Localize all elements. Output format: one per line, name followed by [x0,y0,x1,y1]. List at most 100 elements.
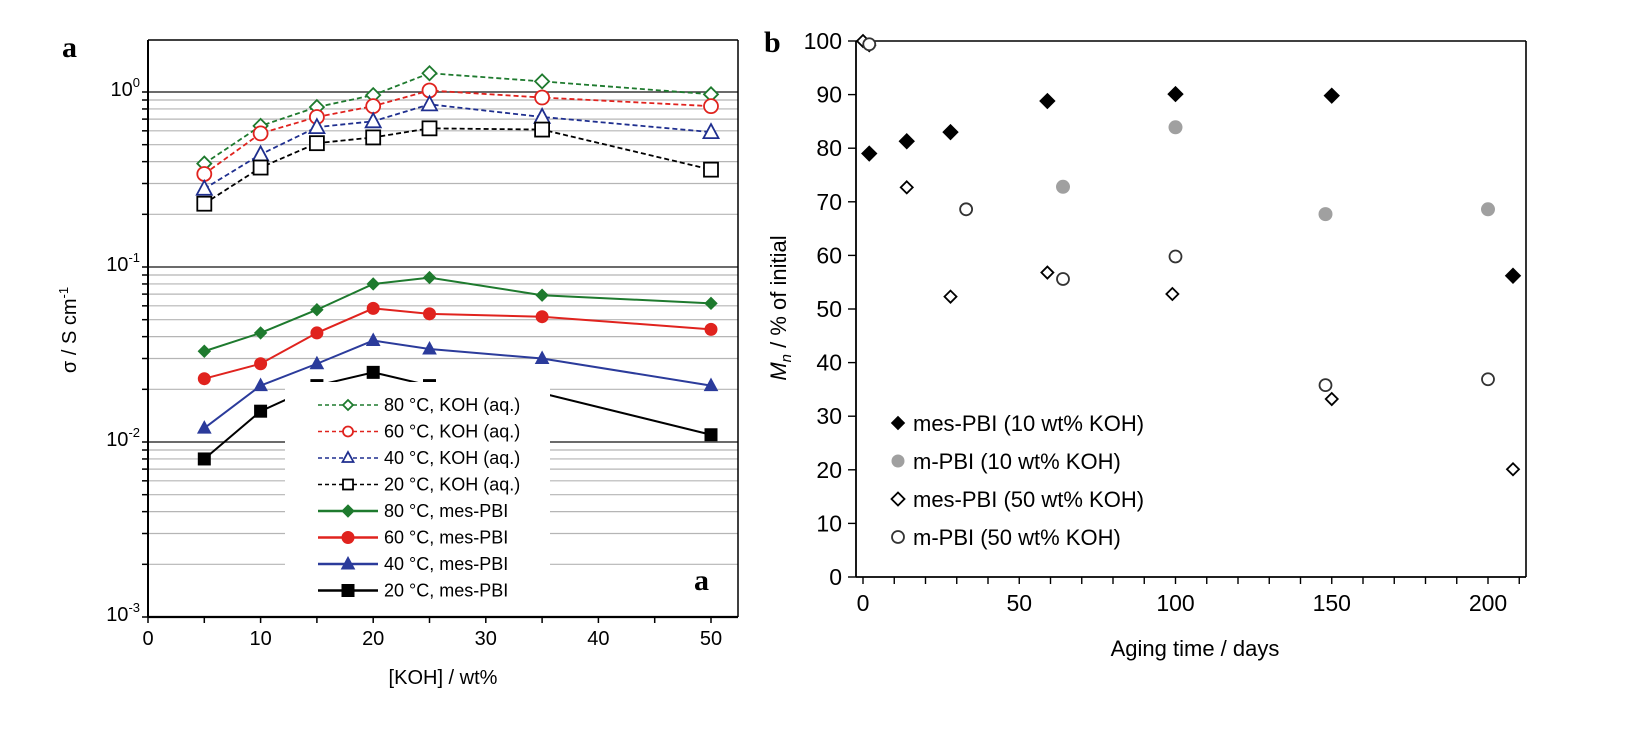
b-point-3-3 [1168,249,1183,264]
b-point-2-4 [1040,265,1055,280]
b-legend-label-0: mes-PBI (10 wt% KOH) [913,411,1144,436]
b-y-axis-title-rest: / % of initial [766,235,791,354]
b-point-1-0 [1056,179,1070,194]
b-point-2-3 [943,289,958,304]
b-legend-marker-0 [890,415,906,431]
a-panel-label: a [62,31,77,64]
a-point-5-3 [366,301,380,315]
b-point-0-5 [1323,87,1340,104]
b-y-axis-title: Mn / % of initial [766,235,795,380]
a-y-tick-label: 10-3 [106,600,140,626]
a-legend-marker-5 [341,531,355,544]
a-legend-marker-0 [341,398,355,412]
b-legend-label-2: mes-PBI (50 wt% KOH) [913,487,1144,512]
a-y-tick-exp: -1 [128,250,140,265]
a-legend-marker-1 [342,425,354,438]
a-legend-background [285,382,550,612]
a-legend-label-3: 20 °C, KOH (aq.) [384,475,520,495]
b-x-tick-labels: 0 50 100 150 200 [857,590,1508,616]
a-point-5-1 [254,357,268,371]
a-point-1-3 [365,98,382,115]
a-legend-marker-3 [342,478,354,491]
a-point-2-6 [701,122,721,140]
chart-b: 0 50 100 150 200 0 10 20 30 40 50 60 70 80 90 100 mes-… [764,26,1527,661]
b-legend-label-3: m-PBI (50 wt% KOH) [913,525,1121,550]
b-point-3-5 [1481,372,1495,387]
a-point-3-4 [421,120,438,137]
a-x-tick-label: 40 [587,628,609,650]
a-series-line-0 [203,72,712,165]
a-point-1-1 [252,125,269,142]
a-x-axis-title: [KOH] / wt% [389,667,498,689]
a-point-4-5 [535,288,549,302]
a-point-3-0 [196,195,213,212]
a-point-2-2 [307,117,326,135]
a-point-6-4 [422,340,437,355]
a-x-tick-label: 30 [475,628,497,650]
b-x-tick-label: 200 [1469,590,1507,616]
b-y-tick-label: 100 [804,28,842,54]
a-y-tick-base: 10 [111,79,133,101]
a-legend-label-2: 40 °C, KOH (aq.) [384,448,520,468]
b-y-tick-label: 0 [829,564,842,590]
b-point-3-0 [862,37,877,52]
a-y-axis-title-base: σ / S cm [59,298,81,373]
b-x-tick-label: 50 [1006,590,1032,616]
a-point-6-1 [253,377,268,392]
b-point-0-3 [1039,92,1056,110]
a-y-tick-base: 10 [106,429,128,451]
a-y-tick-label: 100 [111,75,140,101]
a-series-line-3 [203,127,712,205]
b-legend-marker-2 [890,491,906,507]
a-point-5-4 [423,307,436,321]
a-legend-label-6: 40 °C, mes-PBI [384,554,508,574]
a-y-tick-exp: -3 [128,600,140,615]
b-y-tick-label: 10 [816,510,842,536]
a-point-0-5 [533,73,551,90]
a-point-4-2 [310,303,324,317]
b-legend-label-1: m-PBI (10 wt% KOH) [913,449,1121,474]
a-point-6-5 [534,350,550,365]
a-legend-marker-2 [340,450,356,463]
a-legend-marker-4 [341,504,355,518]
a-point-6-6 [703,377,719,392]
a-legend: 80 °C, KOH (aq.) 60 °C, KOH (aq.) 40 °C, K… [318,395,520,601]
a-point-6-3 [365,332,381,347]
b-y-tick-labels: 0 10 20 30 40 50 60 70 80 90 100 [804,28,842,590]
b-point-1-2 [1318,207,1333,222]
a-point-7-0 [197,452,211,466]
b-point-2-7 [1505,461,1521,477]
a-legend-label-1: 60 °C, KOH (aq.) [384,422,520,442]
a-point-5-5 [535,310,549,324]
a-point-4-4 [422,270,437,285]
a-point-7-1 [254,404,268,418]
b-x-axis-title: Aging time / days [1111,636,1280,661]
a-x-tick-label: 0 [142,628,153,650]
b-legend-marker-3 [891,530,905,544]
a-point-5-6 [704,322,718,336]
a-legend-marker-7 [341,584,355,597]
a-legend-label-0: 80 °C, KOH (aq.) [384,395,520,415]
b-axes [848,40,1527,584]
a-point-2-0 [195,178,214,196]
b-point-0-6 [1504,267,1522,284]
b-point-2-2 [899,180,915,195]
b-point-0-0 [861,145,878,162]
a-x-tick-label: 20 [362,628,384,650]
a-point-3-5 [534,121,550,138]
a-x-tick-label: 50 [700,628,722,650]
a-point-2-3 [364,111,383,129]
a-y-tick-exp: 0 [133,75,140,90]
b-point-2-5 [1165,286,1180,302]
b-x-tick-label: 100 [1156,590,1194,616]
b-y-tick-label: 90 [816,82,842,108]
a-point-3-6 [703,161,719,178]
a-y-tick-base: 10 [106,604,128,626]
b-y-axis-title-sub: n [778,354,795,362]
a-x-tick-label: 10 [249,628,271,650]
a-point-2-4 [420,94,439,112]
b-y-tick-label: 20 [816,457,842,483]
b-point-0-2 [942,123,959,141]
